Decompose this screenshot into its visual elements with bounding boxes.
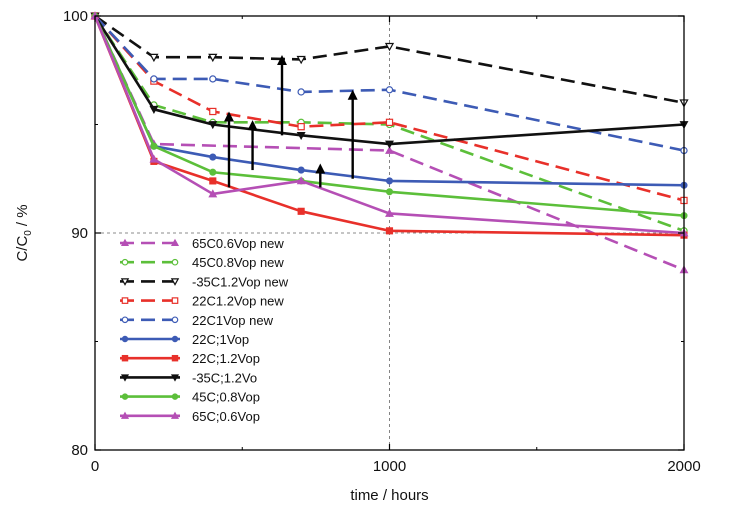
legend-label: -35C1.2Vop new: [192, 274, 289, 289]
legend-label: 65C;0.6Vop: [192, 409, 260, 424]
data-point: [170, 238, 180, 247]
annotation-arrows: [223, 55, 358, 188]
legend-item: 45C0.8Vop new: [120, 255, 284, 270]
data-point: [120, 411, 130, 419]
legend-item: 22C;1Vop: [120, 332, 249, 347]
y-axis-title-unit: / %: [14, 204, 31, 226]
data-point: [120, 278, 130, 286]
data-point: [170, 411, 180, 419]
legend-item: 22C;1.2Vop: [120, 351, 260, 366]
data-point: [209, 153, 217, 161]
legend-label: 65C0.6Vop new: [192, 236, 284, 251]
data-point: [385, 227, 394, 235]
legend-item: -35C1.2Vop new: [120, 274, 289, 289]
series-9: [90, 11, 689, 237]
data-point: [171, 258, 179, 266]
x-axis-title: time / hours: [350, 487, 428, 504]
data-point: [384, 42, 395, 52]
data-point: [149, 53, 159, 63]
legend-label: 22C1.2Vop new: [192, 294, 284, 309]
legend-label: 22C;1.2Vop: [192, 351, 260, 366]
x-tick-label: 1000: [373, 458, 406, 475]
legend-item: 22C1Vop new: [120, 313, 274, 328]
legend-item: 65C;0.6Vop: [120, 409, 260, 424]
data-point: [209, 107, 217, 116]
legend-label: 22C;1Vop: [192, 332, 249, 347]
data-point: [121, 297, 129, 304]
series-line: [93, 15, 685, 217]
legend-item: 22C1.2Vop new: [120, 294, 284, 309]
legend-label: 22C1Vop new: [192, 313, 274, 328]
data-point: [209, 168, 217, 176]
series-8: [91, 12, 688, 220]
legend-label: 45C;0.8Vop: [192, 390, 260, 405]
data-point: [297, 207, 305, 215]
data-point: [171, 393, 179, 400]
data-point: [170, 374, 180, 382]
data-point: [385, 188, 394, 196]
data-point: [385, 208, 394, 217]
data-point: [208, 189, 218, 198]
y-axis-title-main: C/C: [14, 236, 31, 262]
data-point: [385, 145, 394, 154]
data-point: [120, 238, 130, 247]
data-point: [385, 177, 394, 185]
data-point: [170, 278, 180, 286]
data-point: [120, 374, 130, 382]
data-point: [121, 335, 129, 343]
data-point: [150, 142, 158, 150]
data-point: [149, 105, 159, 114]
legend: 65C0.6Vop new 45C0.8Vop new -35C1.2Vop new…: [120, 236, 289, 424]
data-point: [209, 177, 217, 185]
data-point: [121, 316, 129, 324]
data-point: [296, 176, 306, 185]
data-point: [171, 354, 179, 362]
legend-label: 45C0.8Vop new: [192, 255, 284, 270]
legend-label: -35C;1.2Vo: [192, 370, 257, 385]
axis-ticks: 0 1000 2000 80 90 100: [63, 8, 701, 475]
y-tick-label: 80: [71, 442, 88, 459]
series-line: [93, 15, 685, 235]
legend-item: -35C;1.2Vo: [120, 370, 257, 385]
data-point: [296, 131, 306, 140]
data-point: [171, 297, 179, 304]
series-4: [91, 12, 688, 155]
data-point: [297, 123, 305, 131]
data-point: [209, 75, 217, 83]
data-point: [385, 118, 394, 126]
legend-item: 45C;0.8Vop: [120, 390, 260, 405]
data-point: [121, 354, 129, 362]
data-point: [296, 55, 306, 65]
y-axis-title: C/C0 / %: [14, 204, 34, 261]
series-line: [94, 15, 685, 152]
data-point: [208, 53, 218, 63]
data-point: [121, 258, 129, 266]
y-axis-title-subscript: 0: [23, 230, 34, 236]
x-tick-label: 0: [91, 458, 99, 475]
data-point: [121, 393, 129, 400]
data-point: [297, 88, 305, 96]
data-point: [150, 75, 158, 83]
data-point: [171, 335, 179, 343]
legend-item: 65C0.6Vop new: [120, 236, 284, 251]
data-point: [208, 121, 218, 130]
y-tick-label: 100: [63, 8, 88, 25]
y-tick-label: 90: [71, 225, 88, 242]
series-line: [94, 14, 685, 105]
data-point: [297, 166, 305, 174]
data-point: [385, 86, 394, 94]
data-point: [171, 316, 179, 324]
series-group: [90, 11, 689, 274]
data-point: [385, 140, 394, 149]
x-tick-label: 2000: [667, 458, 700, 475]
data-point: [149, 154, 159, 163]
